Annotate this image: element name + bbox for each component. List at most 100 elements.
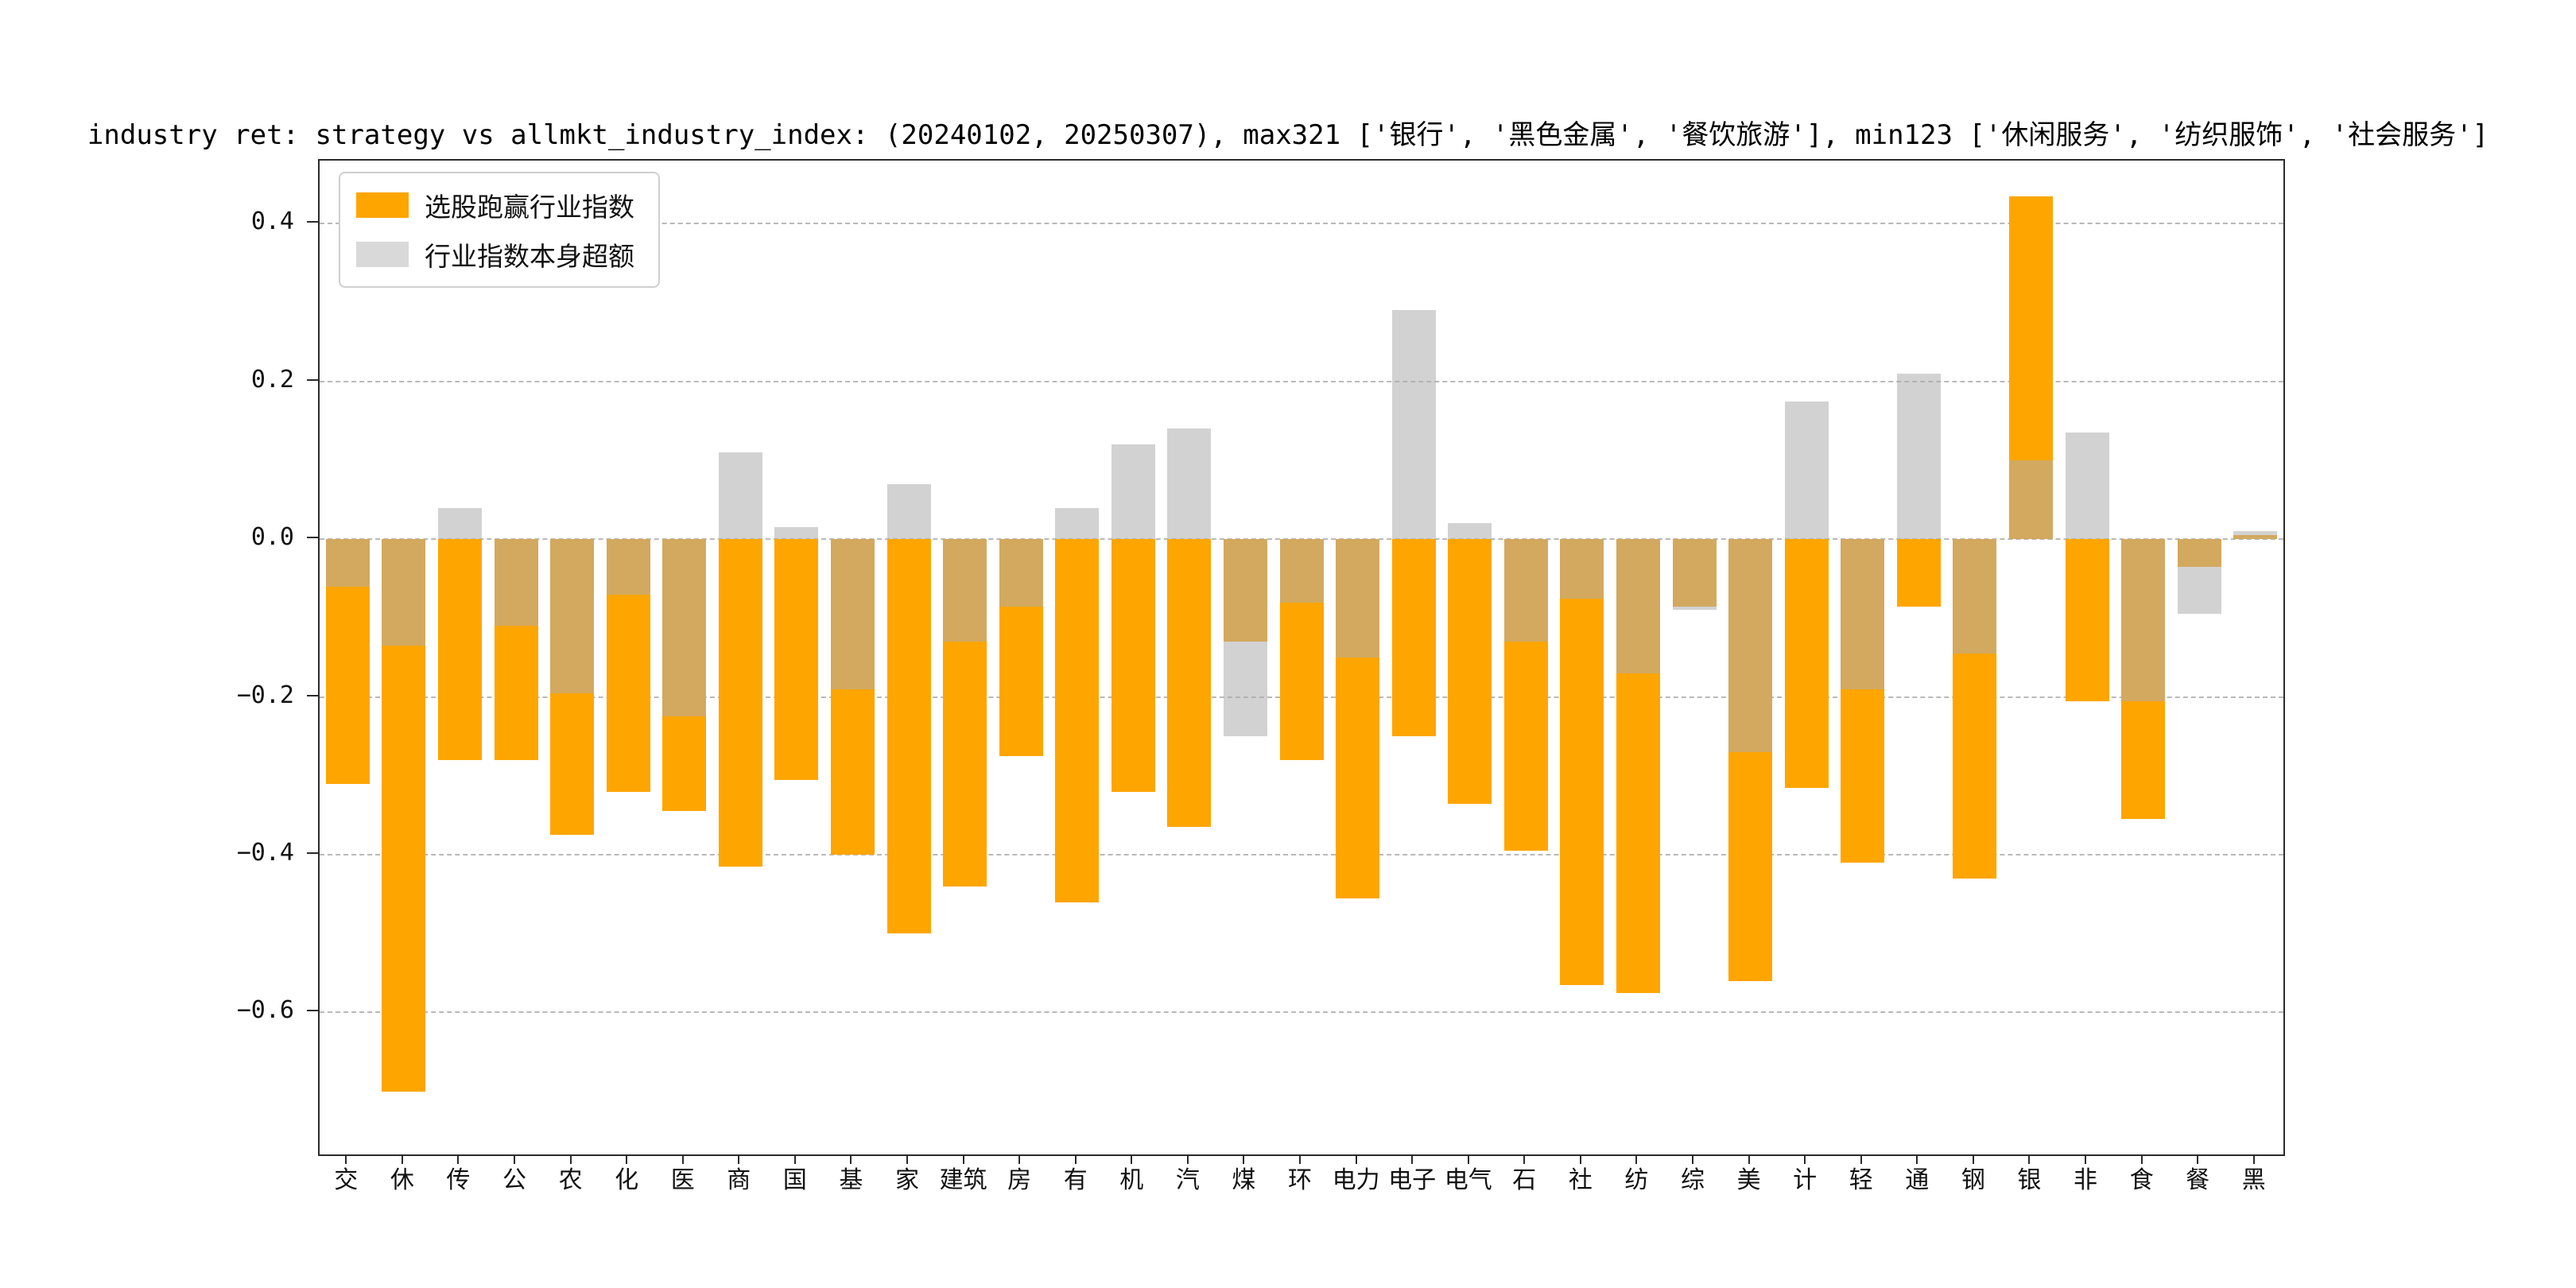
x-tick-mark [1074, 1154, 1077, 1164]
bar-index-excess [2121, 539, 2166, 701]
legend-label-index: 行业指数本身超额 [425, 241, 634, 272]
x-tick-mark [457, 1154, 460, 1164]
x-tick-label: 食 [2129, 1166, 2154, 1194]
bar-strategy-excess [1560, 539, 1604, 985]
bar-index-excess [1672, 539, 1717, 611]
bar-index-excess [1336, 539, 1380, 658]
x-tick-label: 电气 [1444, 1166, 1492, 1194]
bar-index-excess [1953, 539, 1997, 654]
x-tick-mark [738, 1154, 740, 1164]
legend-item-strategy: 选股跑赢行业指数 [356, 186, 634, 224]
x-tick-mark [793, 1154, 796, 1164]
x-tick-label: 通 [1905, 1166, 1930, 1194]
bar-strategy-excess [1111, 539, 1155, 792]
bar-index-excess [1896, 373, 1941, 540]
y-tick-label: 0.4 [250, 208, 294, 236]
legend-swatch-orange [356, 192, 409, 218]
x-tick-label: 综 [1681, 1166, 1705, 1194]
legend-item-index: 行业指数本身超额 [356, 235, 634, 274]
bar-index-excess [382, 539, 426, 646]
x-tick-mark [1916, 1154, 1918, 1164]
bar-strategy-excess [886, 539, 931, 934]
legend-swatch-gray [356, 242, 409, 267]
bar-index-excess [1784, 401, 1829, 540]
bar-index-excess [1560, 539, 1604, 599]
x-tick-mark [1131, 1154, 1133, 1164]
bar-index-excess [718, 452, 762, 540]
gridline-y [320, 1011, 2283, 1014]
bar-strategy-excess [1896, 539, 1941, 607]
x-tick-mark [1299, 1154, 1301, 1164]
bar-index-excess [325, 539, 370, 587]
x-tick-label: 电子 [1388, 1166, 1437, 1194]
bar-index-excess [1728, 539, 1773, 753]
bar-index-excess [774, 527, 819, 540]
x-tick-label: 机 [1119, 1166, 1144, 1194]
bar-index-excess [1111, 444, 1155, 540]
x-tick-label: 交 [334, 1166, 359, 1194]
x-tick-mark [1972, 1154, 1974, 1164]
gridline-y [320, 380, 2283, 382]
bar-index-excess [494, 539, 538, 627]
y-tick-mark [307, 378, 318, 381]
x-tick-label: 银 [2017, 1166, 2042, 1194]
x-tick-mark [1355, 1154, 1357, 1164]
legend: 选股跑赢行业指数 行业指数本身超额 [339, 172, 660, 288]
bar-strategy-excess [1167, 539, 1212, 828]
chart-title: industry ret: strategy vs allmkt_industr… [87, 119, 2489, 151]
x-tick-mark [401, 1154, 403, 1164]
bar-index-excess [1223, 539, 1267, 737]
x-tick-label: 汽 [1175, 1166, 1200, 1194]
x-tick-mark [1804, 1154, 1806, 1164]
x-tick-mark [345, 1154, 347, 1164]
x-tick-label: 煤 [1232, 1166, 1256, 1194]
x-tick-mark [2252, 1154, 2255, 1164]
bar-strategy-excess [1055, 539, 1100, 902]
bar-index-excess [1055, 507, 1100, 540]
y-tick-label: −0.6 [236, 996, 294, 1025]
x-tick-label: 环 [1288, 1166, 1312, 1194]
x-tick-mark [1018, 1154, 1021, 1164]
y-tick-mark [307, 852, 318, 855]
y-tick-label: −0.2 [236, 681, 294, 709]
y-tick-label: 0.0 [250, 523, 294, 552]
x-tick-label: 公 [502, 1166, 526, 1194]
bar-index-excess [2065, 433, 2109, 540]
bar-strategy-excess [1448, 539, 1492, 804]
x-tick-mark [681, 1154, 684, 1164]
x-tick-mark [1692, 1154, 1693, 1164]
bar-index-excess [2233, 531, 2278, 540]
x-tick-label: 黑 [2241, 1166, 2266, 1194]
bar-index-excess [1616, 539, 1660, 673]
x-tick-label: 传 [446, 1166, 471, 1194]
x-tick-mark [906, 1154, 908, 1164]
x-tick-label: 休 [390, 1166, 414, 1194]
bar-index-excess [1841, 539, 1885, 689]
x-tick-label: 钢 [1961, 1166, 1985, 1194]
y-tick-mark [307, 694, 318, 696]
y-tick-label: −0.4 [236, 839, 294, 867]
x-tick-mark [2197, 1154, 2199, 1164]
x-tick-mark [514, 1154, 515, 1164]
bar-index-excess [1279, 539, 1324, 603]
x-tick-label: 家 [895, 1166, 919, 1194]
x-tick-label: 美 [1736, 1166, 1761, 1194]
bar-index-excess [1391, 310, 1436, 540]
bar-index-excess [662, 539, 707, 717]
x-tick-label: 纺 [1624, 1166, 1649, 1194]
x-tick-mark [850, 1154, 852, 1164]
bar-index-excess [1167, 429, 1212, 540]
x-tick-mark [1748, 1154, 1750, 1164]
bar-index-excess [437, 507, 482, 540]
bar-strategy-excess [1784, 539, 1829, 788]
bar-index-excess [550, 539, 595, 693]
x-tick-label: 石 [1512, 1166, 1537, 1194]
y-tick-label: 0.2 [250, 365, 294, 394]
bar-index-excess [1503, 539, 1548, 642]
bar-index-excess [1448, 523, 1492, 540]
plot-area: 选股跑赢行业指数 行业指数本身超额 [318, 159, 2285, 1156]
x-tick-mark [962, 1154, 964, 1164]
legend-label-strategy: 选股跑赢行业指数 [425, 192, 634, 223]
x-tick-label: 电力 [1332, 1166, 1380, 1194]
